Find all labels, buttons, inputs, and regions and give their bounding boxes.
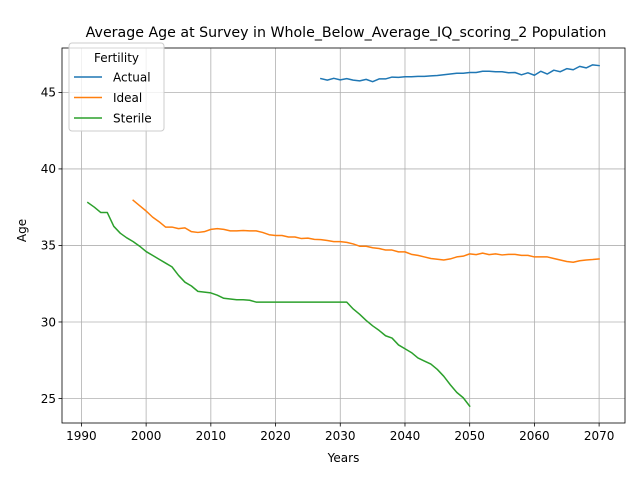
legend-title: Fertility (94, 51, 139, 65)
y-tick-label: 30 (41, 315, 56, 329)
x-tick-label: 2070 (584, 429, 615, 443)
chart-title: Average Age at Survey in Whole_Below_Ave… (86, 25, 607, 41)
legend-label-ideal: Ideal (113, 91, 142, 105)
x-tick-label: 2060 (519, 429, 550, 443)
grid (62, 48, 625, 423)
series-line-ideal (132, 199, 600, 264)
x-tick-label: 2010 (196, 429, 227, 443)
series-lines (86, 64, 600, 408)
plot-frame (61, 47, 626, 424)
legend: Fertility Actual Ideal Sterile (68, 42, 165, 132)
series-line-actual (319, 64, 600, 83)
y-tick-label: 35 (41, 239, 56, 253)
ticks: 1990 2000 2010 2020 2030 2040 2050 2060 2070 25 30… (41, 86, 615, 443)
x-tick-label: 2030 (325, 429, 356, 443)
x-axis-label: Years (327, 451, 360, 465)
x-tick-label: 2000 (131, 429, 162, 443)
legend-label-actual: Actual (113, 70, 151, 84)
series-line-sterile (86, 201, 471, 408)
x-tick-label: 2050 (454, 429, 485, 443)
x-tick-label: 1990 (66, 429, 97, 443)
legend-frame (68, 42, 165, 132)
y-tick-label: 45 (41, 86, 56, 100)
y-tick-label: 25 (41, 392, 56, 406)
legend-entries: Actual Ideal Sterile (74, 70, 152, 125)
x-tick-label: 2040 (390, 429, 421, 443)
x-tick-label: 2020 (260, 429, 291, 443)
legend-label-sterile: Sterile (113, 111, 152, 125)
axes (61, 47, 626, 424)
y-axis-label: Age (15, 219, 29, 242)
y-tick-label: 40 (41, 162, 56, 176)
